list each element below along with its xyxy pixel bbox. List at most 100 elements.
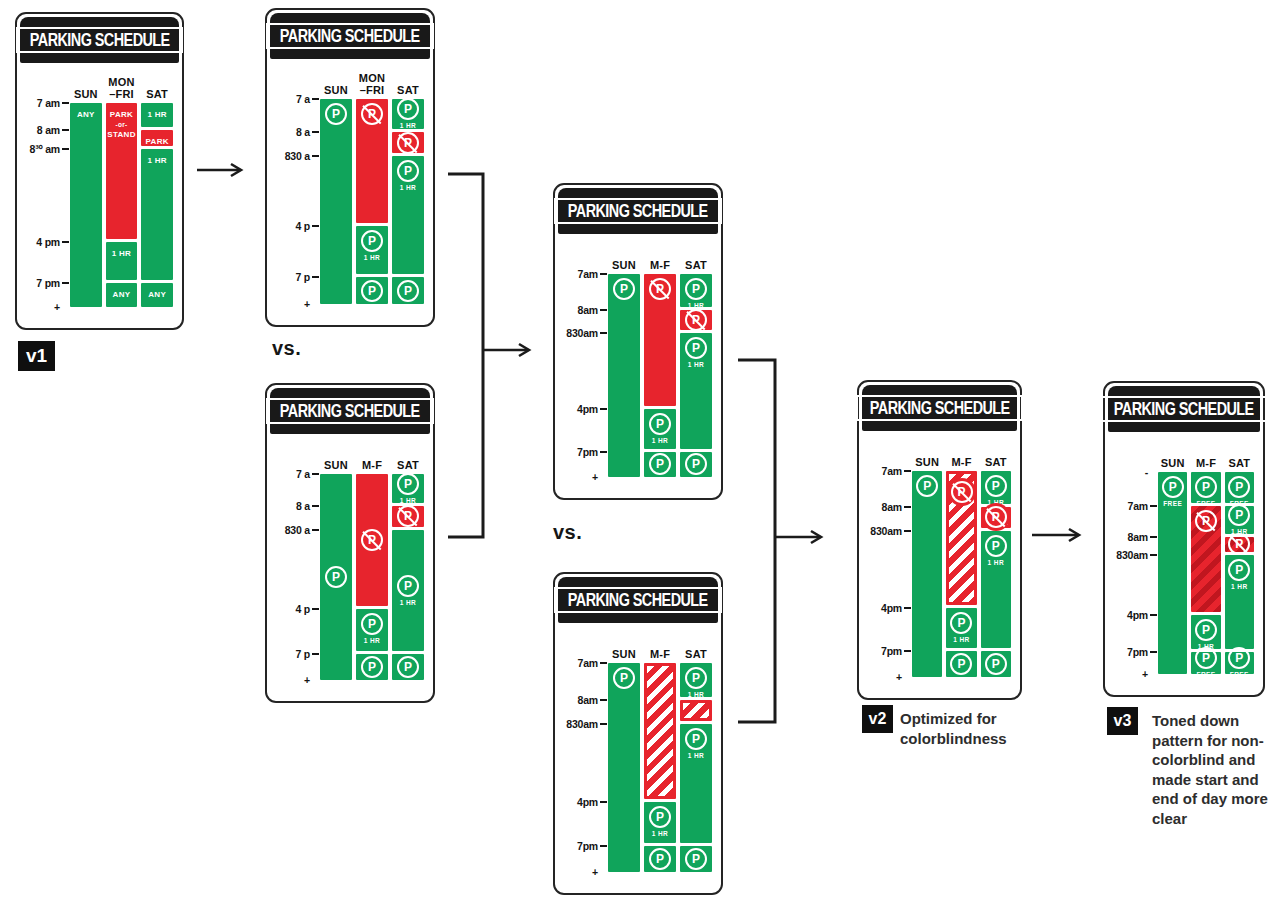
circled-p-glyph: P	[361, 656, 383, 678]
circled-p-slash-glyph: P	[361, 103, 383, 125]
schedule-block: P1 HR	[1225, 506, 1254, 533]
time-tick	[312, 505, 319, 507]
schedule-block: PFREE	[1191, 472, 1220, 503]
time-label: 8am	[1108, 531, 1148, 543]
block-duration-label: FREE	[1197, 671, 1216, 678]
schedule-block: P1 HR	[981, 531, 1011, 649]
circled-p-glyph: P	[1228, 476, 1250, 498]
circled-p-glyph: P	[985, 475, 1007, 497]
schedule-block: P	[392, 132, 424, 154]
schedule-block: P1 HR	[644, 409, 676, 449]
schedule-block: P	[912, 471, 942, 677]
sign-title: PARKING SCHEDULE	[280, 400, 420, 421]
column-label: SAT	[680, 259, 712, 271]
circled-p-glyph: P	[613, 667, 635, 689]
parking-allowed-icon: P	[649, 413, 671, 435]
schedule-chart: 7 am8 am8³⁰ am4 pm7 pm+ANYPARK-or-STAND1…	[20, 103, 179, 307]
circled-p-slash-glyph: P	[951, 481, 973, 503]
time-label: +	[270, 298, 310, 310]
sign-title: PARKING SCHEDULE	[280, 25, 420, 46]
time-label: 4pm	[862, 602, 902, 614]
circled-p-slash-glyph: P	[685, 309, 707, 331]
parking-allowed-icon: P	[361, 613, 383, 635]
sign-title-box: PARKING SCHEDULE	[266, 23, 433, 49]
schedule-block: P1 HR	[356, 226, 388, 274]
time-tick	[1150, 505, 1157, 507]
block-duration-label: 1 HR	[988, 559, 1004, 566]
vs-label-bottom: vs.	[553, 521, 582, 544]
no-parking-icon: P	[361, 529, 383, 551]
parking-allowed-icon: P	[985, 653, 1007, 675]
time-label: 4 p	[270, 603, 310, 615]
parking-allowed-icon: P	[685, 728, 707, 750]
column-label: M-F	[644, 259, 676, 271]
time-tick	[312, 225, 319, 227]
schedule-block: P	[680, 452, 712, 477]
time-tick	[312, 98, 319, 100]
version-badge-v1: v1	[18, 341, 55, 371]
no-parking-icon: P	[1195, 510, 1217, 532]
time-tick	[62, 102, 69, 104]
time-label: 7pm	[1108, 646, 1148, 658]
schedule-block: P	[320, 474, 352, 680]
parking-allowed-icon: P	[950, 653, 972, 675]
parking-sign-iteration-5: PARKING SCHEDULESUNM-FSAT7am8am830am4pm7…	[553, 572, 723, 895]
schedule-block: P	[1191, 506, 1220, 612]
parking-allowed-icon: P	[1228, 559, 1250, 581]
time-label: +	[1108, 668, 1148, 680]
time-label: +	[558, 471, 598, 483]
schedule-block: P1 HR	[680, 724, 712, 843]
column-label: M-F	[644, 648, 676, 660]
time-label: 8 a	[270, 126, 310, 138]
circled-p-glyph: P	[397, 473, 419, 495]
sign-title-box: PARKING SCHEDULE	[856, 395, 1023, 421]
circled-p-glyph: P	[649, 848, 671, 870]
parking-allowed-icon: P	[361, 230, 383, 252]
time-tick	[600, 273, 607, 275]
parking-allowed-icon: P	[397, 98, 419, 120]
block-text: PARK	[146, 137, 169, 147]
v3-caption: Toned down pattern for non-colorblind an…	[1152, 711, 1270, 828]
circled-p-glyph: P	[1228, 647, 1250, 669]
parking-allowed-icon: P	[1162, 476, 1184, 498]
schedule-block: PFREE	[1158, 472, 1187, 674]
circled-p-glyph: P	[649, 453, 671, 475]
column-label: SAT	[1225, 457, 1254, 469]
parking-allowed-icon: P	[685, 848, 707, 870]
time-tick	[312, 155, 319, 157]
schedule-block: P	[680, 846, 712, 872]
parking-allowed-icon: P	[397, 160, 419, 182]
sign-body: SUNM-FSAT7am8am830am4pm7pm+PP1 HRPP1 HRP…	[558, 633, 718, 872]
circled-p-glyph: P	[1228, 559, 1250, 581]
column-label: SAT	[680, 648, 712, 660]
parking-sign-iteration-4: PARKING SCHEDULESUNM-FSAT7am8am830am4pm7…	[553, 183, 723, 500]
sign-body: SUNM-FSAT7 a8 a830 a4 p7 p+PPP1 HRPP1 HR…	[270, 444, 430, 680]
parking-sign-iteration-2: PARKING SCHEDULESUNMON–FRISAT7 a8 a830 a…	[265, 8, 435, 327]
circled-p-glyph: P	[397, 656, 419, 678]
parking-allowed-icon: P	[397, 656, 419, 678]
time-label: 830am	[558, 718, 598, 730]
time-label: +	[20, 301, 60, 313]
time-label: 4pm	[1108, 609, 1148, 621]
block-text: ANY	[113, 290, 131, 300]
parking-allowed-icon: P	[685, 337, 707, 359]
schedule-block: P1 HR	[392, 474, 424, 503]
circled-p-glyph: P	[1195, 476, 1217, 498]
column-label: SUN	[608, 259, 640, 271]
column-label: M-F	[1191, 457, 1220, 469]
block-text: PARK	[110, 110, 133, 120]
block-duration-label: 1 HR	[688, 361, 704, 368]
schedule-block: P1 HR	[356, 609, 388, 651]
circled-p-glyph: P	[397, 160, 419, 182]
circled-p-glyph: P	[361, 613, 383, 635]
time-label: 7pm	[558, 446, 598, 458]
circled-p-slash-glyph: P	[1228, 533, 1250, 555]
parking-allowed-icon: P	[649, 806, 671, 828]
schedule-block: P	[946, 471, 976, 605]
sign-body: SUNM-FSAT7am8am830am4pm7pm+PPP1 HRPP1 HR…	[558, 244, 718, 477]
column-label: M-F	[356, 459, 388, 471]
schedule-block: PARK	[141, 130, 173, 146]
parking-allowed-icon: P	[325, 566, 347, 588]
no-parking-icon: P	[649, 278, 671, 300]
block-duration-label: 1 HR	[1231, 583, 1247, 590]
